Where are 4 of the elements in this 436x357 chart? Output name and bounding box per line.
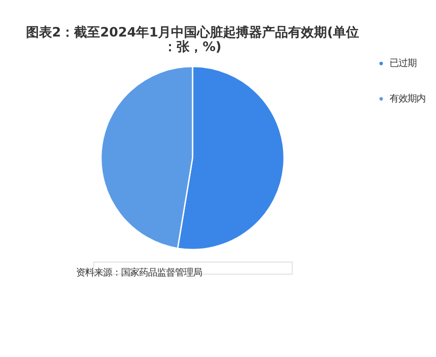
legend-label: 有效期内: [389, 93, 426, 104]
chart-title: 图表2：截至2024年1月中国心脏起搏器产品有效期(单位：张，%): [26, 24, 359, 55]
legend-label: 已过期: [389, 58, 416, 70]
text: 资料来源：国家药品监督管理局: [76, 267, 202, 278]
